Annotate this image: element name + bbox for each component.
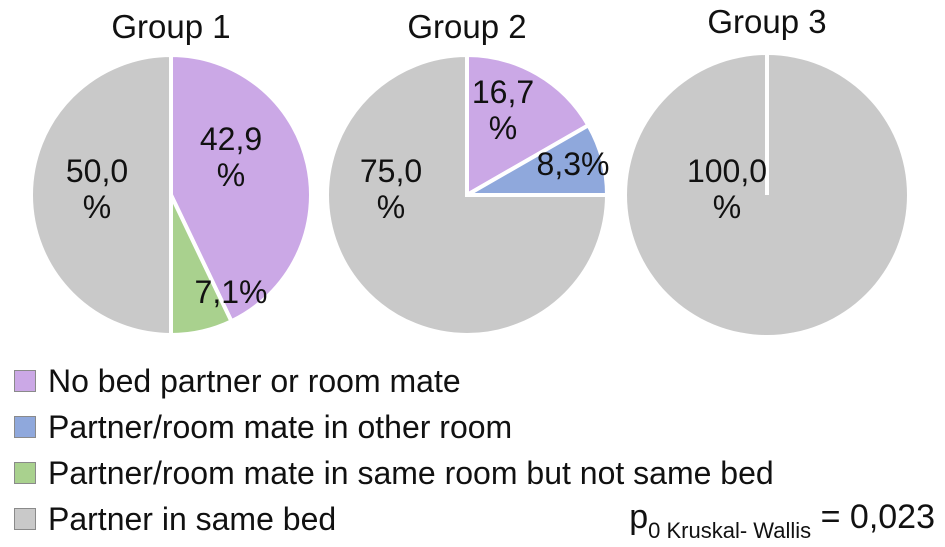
legend-swatch [14, 462, 36, 484]
slice-label: 100,0% [687, 153, 767, 225]
pie-slice [169, 52, 313, 324]
slice-label: 16,7% [472, 74, 534, 146]
legend-swatch [14, 370, 36, 392]
pie-slice [325, 52, 610, 337]
pie-slice [465, 52, 592, 199]
slice-label: 50,0% [66, 153, 128, 225]
slice-label: 8,3% [537, 146, 610, 182]
pie-title: Group 2 [407, 8, 526, 45]
p-value-prefix: p [629, 498, 649, 536]
pie-slice [29, 52, 173, 338]
legend: No bed partner or room mate Partner/room… [14, 358, 774, 542]
slice-label: 42,9% [200, 121, 262, 193]
legend-item-no-bed-partner: No bed partner or room mate [14, 358, 774, 404]
legend-item-same-room: Partner/room mate in same room but not s… [14, 450, 774, 496]
p-value: p0 Kruskal- Wallis = 0,023 [629, 498, 935, 542]
pie-title: Group 3 [707, 3, 826, 40]
slice-label: 7,1% [195, 274, 268, 310]
legend-swatch [14, 508, 36, 530]
p-value-suffix: = 0,023 [811, 498, 935, 536]
legend-label: Partner in same bed [48, 501, 337, 537]
legend-label: Partner/room mate in other room [48, 409, 513, 445]
pie-title: Group 1 [111, 8, 230, 45]
legend-item-other-room: Partner/room mate in other room [14, 404, 774, 450]
slice-label: 75,0% [360, 153, 422, 225]
legend-label: Partner/room mate in same room but not s… [48, 455, 774, 491]
pie-charts: Group 1 42,9 % 7,1% 50,0 % Group 2 16,7 %8,3% 75,… [29, 3, 907, 338]
p-value-subscript: 0 Kruskal- Wallis [648, 518, 812, 543]
legend-swatch [14, 416, 36, 438]
legend-item-same-bed: Partner in same bed [14, 496, 774, 542]
legend-label: No bed partner or room mate [48, 363, 461, 399]
